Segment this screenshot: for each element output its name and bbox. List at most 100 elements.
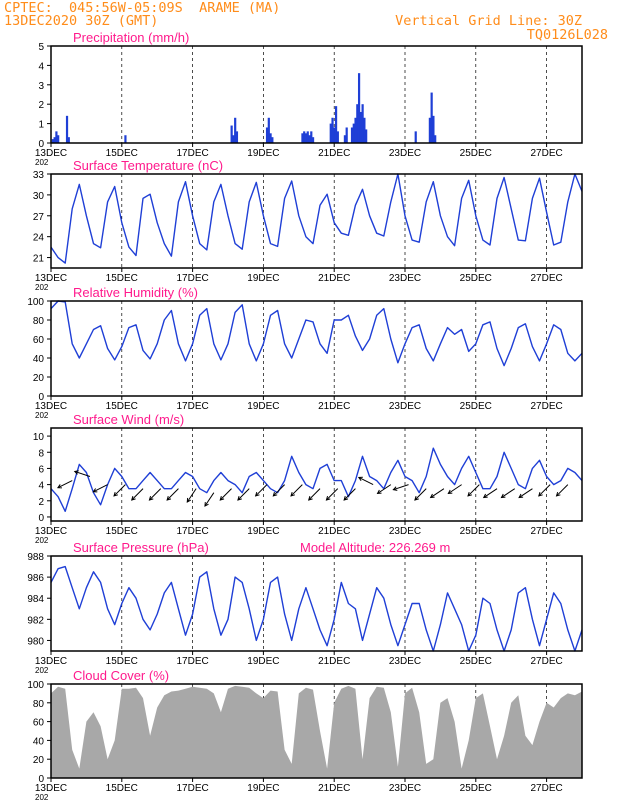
wind-arrow-head: [254, 491, 260, 497]
wind-arrow-head: [186, 497, 192, 503]
rh-line: [50, 300, 583, 367]
x-tick-label: 15DEC: [106, 526, 138, 537]
y-tick-label: 80: [33, 699, 45, 710]
y-tick-label: 0: [38, 774, 44, 785]
x-tick-label: 23DEC: [389, 401, 421, 412]
y-tick-label: 982: [27, 615, 44, 626]
wind-arrow-head: [73, 470, 79, 475]
precip-bar: [334, 106, 338, 143]
y-tick-label: 80: [33, 316, 45, 327]
year-label: 202: [35, 283, 49, 292]
wind-arrow: [343, 488, 356, 501]
y-tick-label: 30: [33, 191, 45, 202]
x-tick-label: 21DEC: [318, 273, 350, 284]
y-tick-label: 40: [33, 736, 45, 747]
x-tick-label: 23DEC: [389, 783, 421, 794]
precip-bar: [232, 135, 235, 143]
precip-bar: [352, 123, 355, 143]
x-tick-label: 21DEC: [318, 148, 350, 159]
temp-line: [50, 173, 583, 264]
x-tick-label: 15DEC: [106, 401, 138, 412]
precip-bar: [304, 133, 308, 143]
wind-line: [50, 447, 583, 512]
pressure-line: [50, 565, 583, 652]
pressure-subtitle: Model Altitude: 226.269 m: [300, 540, 450, 555]
x-tick-label: 23DEC: [389, 273, 421, 284]
wind-arrow-head: [290, 491, 296, 497]
wind-arrow: [448, 484, 462, 494]
wind-arrow-head: [113, 491, 119, 497]
wind-arrow: [467, 484, 480, 497]
precip-bar: [350, 127, 354, 143]
wind-arrow: [57, 480, 73, 489]
precip-bar: [345, 127, 348, 143]
y-tick-label: 60: [33, 335, 45, 346]
x-tick-label: 25DEC: [460, 148, 492, 159]
wind-arrow-head: [130, 495, 136, 501]
x-tick-label: 27DEC: [530, 656, 562, 667]
precip-bar: [329, 123, 332, 143]
y-tick-label: 1: [38, 120, 44, 131]
x-tick-label: 21DEC: [318, 401, 350, 412]
wind-arrow-head: [376, 489, 382, 495]
y-tick-label: 6: [38, 464, 44, 475]
cloud-frame: [50, 683, 583, 779]
x-tick-label: 25DEC: [460, 783, 492, 794]
wind-arrow: [93, 484, 108, 493]
x-tick-label: 13DEC: [35, 526, 67, 537]
wind-arrow: [556, 484, 569, 497]
wind-panel: 13DEC 15DEC 17DEC 19DEC 21DEC 23DEC 25DEC 27DEC…: [33, 412, 583, 545]
header-model: TQ0126L028: [526, 27, 608, 43]
x-tick-label: 27DEC: [530, 526, 562, 537]
precip-bar: [303, 131, 306, 143]
y-tick-label: 2: [38, 100, 44, 111]
precip-bar: [265, 127, 269, 143]
precip-bar: [267, 117, 270, 143]
precip-bar: [55, 131, 58, 143]
y-tick-label: 988: [27, 552, 44, 563]
wind-arrows: [56, 470, 569, 507]
wind-arrow: [501, 488, 516, 498]
wind-arrow: [483, 488, 498, 498]
precip-bar: [361, 104, 364, 143]
wind-arrow: [308, 488, 321, 501]
wind-arrow: [393, 484, 409, 491]
x-tick-label: 17DEC: [176, 783, 208, 794]
wind-arrow-head: [357, 476, 363, 482]
x-tick-label: 27DEC: [530, 148, 562, 159]
x-tick-label: 15DEC: [106, 656, 138, 667]
precip-bar: [53, 137, 56, 143]
precip-bar: [365, 129, 368, 143]
wind-arrow-head: [500, 493, 506, 499]
x-tick-label: 27DEC: [530, 273, 562, 284]
y-tick-label: 2: [38, 497, 44, 508]
x-tick-label: 21DEC: [318, 656, 350, 667]
y-tick-label: 0: [38, 392, 44, 403]
x-tick-label: 23DEC: [389, 526, 421, 537]
precip-bar: [308, 135, 311, 143]
precip-bar: [354, 117, 357, 143]
cloud-title: Cloud Cover (%): [73, 668, 169, 683]
wind-arrow: [131, 488, 144, 501]
x-tick-label: 19DEC: [247, 401, 279, 412]
x-tick-label: 13DEC: [35, 401, 67, 412]
wind-arrow-head: [392, 486, 398, 491]
x-tick-label: 17DEC: [176, 273, 208, 284]
y-tick-label: 33: [33, 170, 45, 181]
y-tick-label: 40: [33, 354, 45, 365]
precip-bar: [234, 117, 237, 143]
precip-bar: [363, 117, 366, 143]
y-tick-label: 8: [38, 448, 44, 459]
precip-bar: [333, 127, 336, 143]
x-tick-label: 15DEC: [106, 783, 138, 794]
header-grid-line: Vertical Grid Line: 30Z: [395, 13, 582, 29]
precip-bar: [430, 92, 433, 143]
year-label: 202: [35, 158, 49, 167]
x-tick-label: 27DEC: [530, 401, 562, 412]
y-tick-label: 100: [27, 680, 44, 691]
pressure-title: Surface Pressure (hPa): [73, 540, 209, 555]
precip-bar: [306, 131, 309, 143]
y-tick-label: 21: [33, 254, 45, 265]
temp-title: Surface Temperature (nC): [73, 158, 223, 173]
